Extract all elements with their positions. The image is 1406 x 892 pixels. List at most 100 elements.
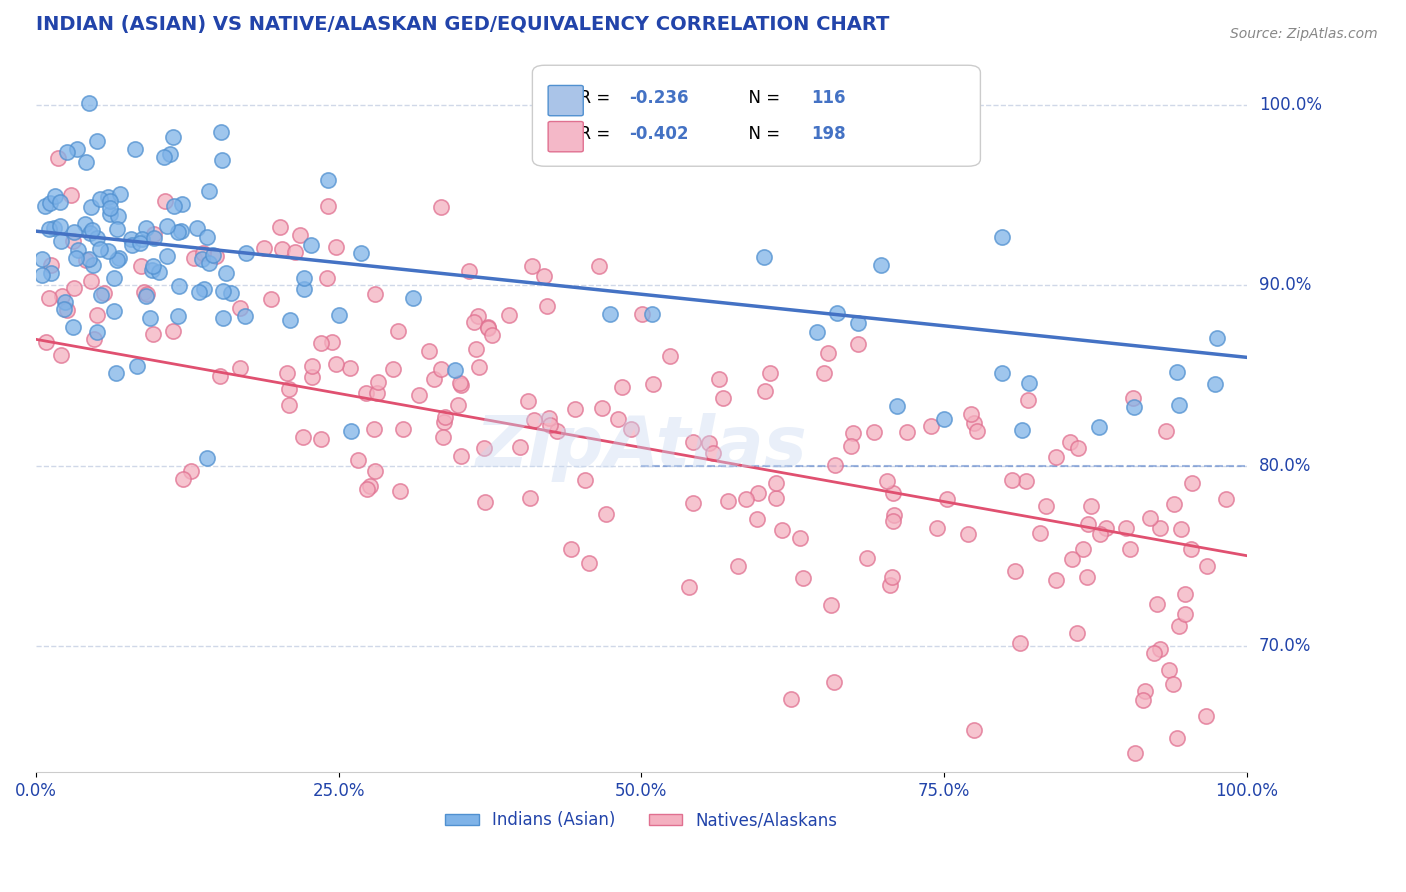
Natives/Alaskans xyxy=(467,309,489,323)
Natives/Alaskans xyxy=(765,491,787,505)
Indians (Asian) xyxy=(121,238,143,252)
Legend: Indians (Asian), Natives/Alaskans: Indians (Asian), Natives/Alaskans xyxy=(439,805,844,836)
Natives/Alaskans xyxy=(141,327,163,342)
Indians (Asian) xyxy=(107,252,129,266)
Natives/Alaskans xyxy=(35,335,58,350)
Natives/Alaskans xyxy=(481,328,503,343)
Indians (Asian) xyxy=(193,282,215,296)
Indians (Asian) xyxy=(870,258,893,272)
Indians (Asian) xyxy=(170,224,193,238)
Natives/Alaskans xyxy=(509,440,531,454)
Natives/Alaskans xyxy=(882,570,904,584)
Indians (Asian) xyxy=(38,222,60,236)
Natives/Alaskans xyxy=(564,402,586,417)
Indians (Asian) xyxy=(1168,398,1191,412)
Indians (Asian) xyxy=(86,134,108,148)
Natives/Alaskans xyxy=(498,308,520,322)
Natives/Alaskans xyxy=(183,251,205,265)
Natives/Alaskans xyxy=(595,507,617,521)
Indians (Asian) xyxy=(886,400,908,414)
Natives/Alaskans xyxy=(780,692,803,706)
Indians (Asian) xyxy=(39,266,62,280)
Indians (Asian) xyxy=(31,268,53,282)
Natives/Alaskans xyxy=(1059,435,1081,450)
Indians (Asian) xyxy=(86,231,108,245)
Natives/Alaskans xyxy=(271,242,294,256)
Indians (Asian) xyxy=(135,220,157,235)
Natives/Alaskans xyxy=(588,259,610,273)
Natives/Alaskans xyxy=(193,246,215,260)
Indians (Asian) xyxy=(42,220,65,235)
Text: 90.0%: 90.0% xyxy=(1258,277,1312,294)
Natives/Alaskans xyxy=(658,349,681,363)
Text: -0.402: -0.402 xyxy=(630,125,689,143)
Indians (Asian) xyxy=(846,316,869,330)
Indians (Asian) xyxy=(73,217,96,231)
Natives/Alaskans xyxy=(1004,565,1026,579)
Natives/Alaskans xyxy=(432,430,454,444)
Natives/Alaskans xyxy=(607,412,630,426)
Natives/Alaskans xyxy=(1154,424,1177,438)
Indians (Asian) xyxy=(932,412,955,426)
Natives/Alaskans xyxy=(1133,684,1156,698)
Indians (Asian) xyxy=(292,271,315,285)
Indians (Asian) xyxy=(44,189,66,203)
Natives/Alaskans xyxy=(172,472,194,486)
Indians (Asian) xyxy=(104,366,127,380)
Natives/Alaskans xyxy=(278,382,301,396)
Indians (Asian) xyxy=(48,195,70,210)
Natives/Alaskans xyxy=(641,377,664,392)
Natives/Alaskans xyxy=(1077,517,1099,532)
Natives/Alaskans xyxy=(876,474,898,488)
Natives/Alaskans xyxy=(93,286,115,301)
Natives/Alaskans xyxy=(560,542,582,557)
Natives/Alaskans xyxy=(457,264,479,278)
Natives/Alaskans xyxy=(1125,747,1147,761)
Indians (Asian) xyxy=(212,284,235,298)
Natives/Alaskans xyxy=(135,286,157,301)
Natives/Alaskans xyxy=(309,432,332,446)
Indians (Asian) xyxy=(82,258,104,272)
Natives/Alaskans xyxy=(450,449,472,463)
Natives/Alaskans xyxy=(747,486,769,500)
Text: INDIAN (ASIAN) VS NATIVE/ALASKAN GED/EQUIVALENCY CORRELATION CHART: INDIAN (ASIAN) VS NATIVE/ALASKAN GED/EQU… xyxy=(37,15,890,34)
Indians (Asian) xyxy=(162,129,184,144)
Natives/Alaskans xyxy=(229,360,252,375)
FancyBboxPatch shape xyxy=(533,65,980,166)
Indians (Asian) xyxy=(825,306,848,320)
Indians (Asian) xyxy=(98,201,121,215)
Natives/Alaskans xyxy=(325,357,347,371)
Natives/Alaskans xyxy=(363,422,385,436)
Natives/Alaskans xyxy=(591,401,613,415)
Natives/Alaskans xyxy=(536,299,558,313)
Indians (Asian) xyxy=(98,207,121,221)
Natives/Alaskans xyxy=(209,369,232,384)
Natives/Alaskans xyxy=(477,320,499,334)
Natives/Alaskans xyxy=(449,376,471,391)
Indians (Asian) xyxy=(806,325,828,339)
Natives/Alaskans xyxy=(347,453,370,467)
Indians (Asian) xyxy=(105,253,128,268)
Natives/Alaskans xyxy=(745,512,768,526)
Natives/Alaskans xyxy=(765,476,787,491)
Indians (Asian) xyxy=(62,319,84,334)
Natives/Alaskans xyxy=(477,321,499,335)
Text: 198: 198 xyxy=(811,125,845,143)
Natives/Alaskans xyxy=(1174,607,1197,621)
Indians (Asian) xyxy=(66,243,89,257)
Natives/Alaskans xyxy=(387,325,409,339)
Natives/Alaskans xyxy=(1076,570,1098,584)
Text: 70.0%: 70.0% xyxy=(1258,637,1312,655)
Indians (Asian) xyxy=(1206,330,1229,344)
Indians (Asian) xyxy=(86,325,108,339)
Natives/Alaskans xyxy=(1181,475,1204,490)
Natives/Alaskans xyxy=(83,332,105,346)
Natives/Alaskans xyxy=(253,241,276,255)
Natives/Alaskans xyxy=(935,491,957,506)
Text: R =: R = xyxy=(568,125,616,143)
Indians (Asian) xyxy=(1204,376,1226,391)
Natives/Alaskans xyxy=(879,578,901,592)
Natives/Alaskans xyxy=(846,337,869,351)
Natives/Alaskans xyxy=(1157,663,1180,677)
Natives/Alaskans xyxy=(962,416,984,430)
